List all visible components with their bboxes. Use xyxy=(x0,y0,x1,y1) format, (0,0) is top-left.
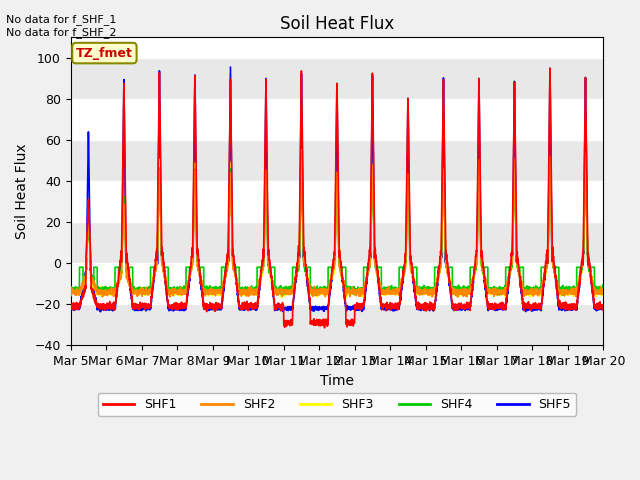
SHF1 xyxy=(456,301,464,307)
SHF4 xyxy=(317,287,324,292)
SHF2 xyxy=(456,288,464,293)
SHF5 xyxy=(163,291,170,297)
SHF3 xyxy=(163,282,170,288)
SHF4 xyxy=(427,285,435,291)
SHF2 xyxy=(486,290,494,296)
SHF4 xyxy=(486,286,494,292)
SHF2 xyxy=(298,149,305,155)
SHF1 xyxy=(599,303,607,309)
Bar xyxy=(70,304,604,345)
Line: SHF1: SHF1 xyxy=(70,68,604,328)
SHF4 xyxy=(67,288,74,294)
SHF4 xyxy=(546,164,554,169)
SHF1 xyxy=(317,319,324,325)
Bar xyxy=(70,140,604,181)
SHF5 xyxy=(97,309,104,315)
Line: SHF3: SHF3 xyxy=(70,150,604,298)
SHF4 xyxy=(600,285,607,290)
SHF2 xyxy=(163,280,170,286)
SHF3 xyxy=(427,289,435,295)
SHF2 xyxy=(67,289,74,295)
Text: No data for f_SHF_1
No data for f_SHF_2: No data for f_SHF_1 No data for f_SHF_2 xyxy=(6,14,117,38)
SHF2 xyxy=(454,294,461,300)
SHF5 xyxy=(599,307,607,312)
SHF1 xyxy=(67,300,74,306)
SHF2 xyxy=(317,289,325,295)
SHF4 xyxy=(163,264,170,270)
SHF1 xyxy=(321,325,328,331)
SHF2 xyxy=(600,290,607,296)
SHF4 xyxy=(559,292,566,298)
SHF3 xyxy=(67,290,74,296)
X-axis label: Time: Time xyxy=(320,373,354,387)
SHF3 xyxy=(278,295,285,301)
Bar xyxy=(70,222,604,263)
SHF2 xyxy=(427,287,435,293)
SHF4 xyxy=(456,287,464,293)
SHF1 xyxy=(163,285,170,291)
Line: SHF4: SHF4 xyxy=(70,167,604,295)
Title: Soil Heat Flux: Soil Heat Flux xyxy=(280,15,394,33)
Bar xyxy=(70,58,604,99)
Text: TZ_fmet: TZ_fmet xyxy=(76,47,133,60)
SHF5 xyxy=(67,306,74,312)
SHF5 xyxy=(486,304,494,310)
SHF5 xyxy=(427,305,435,311)
SHF5 xyxy=(456,305,464,311)
SHF5 xyxy=(227,64,234,70)
SHF3 xyxy=(298,147,305,153)
SHF1 xyxy=(600,302,607,308)
SHF3 xyxy=(600,288,607,293)
SHF1 xyxy=(427,302,435,308)
SHF5 xyxy=(600,306,607,312)
SHF3 xyxy=(317,289,325,295)
Y-axis label: Soil Heat Flux: Soil Heat Flux xyxy=(15,144,29,239)
SHF4 xyxy=(599,286,607,291)
SHF3 xyxy=(486,286,494,292)
Line: SHF2: SHF2 xyxy=(70,152,604,297)
SHF3 xyxy=(456,288,464,294)
Legend: SHF1, SHF2, SHF3, SHF4, SHF5: SHF1, SHF2, SHF3, SHF4, SHF5 xyxy=(98,393,576,416)
SHF1 xyxy=(546,65,554,71)
SHF5 xyxy=(317,305,325,311)
SHF1 xyxy=(486,301,494,307)
SHF2 xyxy=(599,289,607,295)
SHF3 xyxy=(599,290,607,296)
Line: SHF5: SHF5 xyxy=(70,67,604,312)
